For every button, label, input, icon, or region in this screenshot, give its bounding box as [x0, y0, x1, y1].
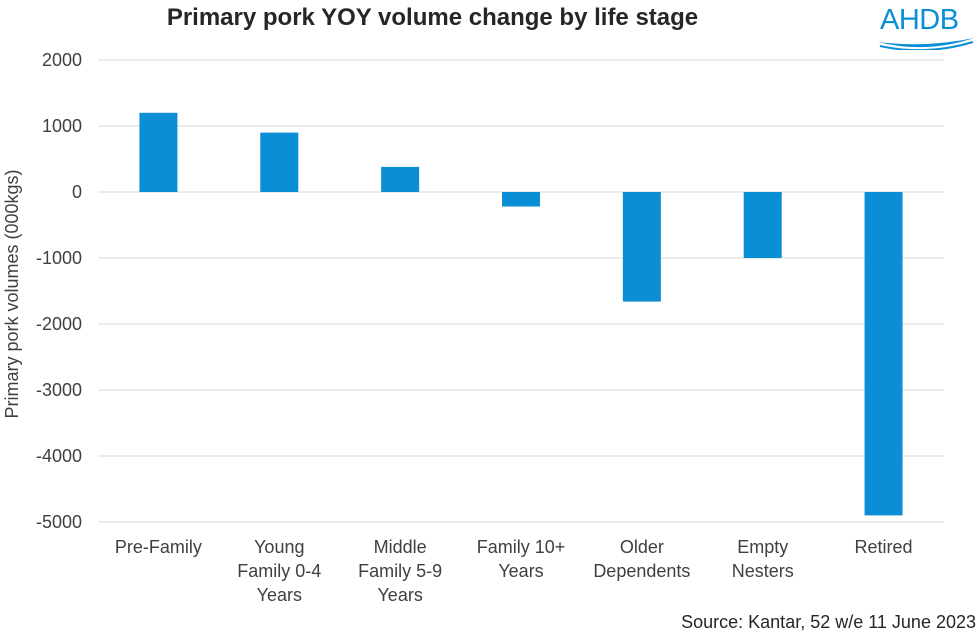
- bar: [743, 192, 782, 258]
- y-tick-label: -1000: [36, 248, 82, 268]
- y-axis-label: Primary pork volumes (000kgs): [2, 169, 22, 418]
- x-tick-label: Family 0-4: [237, 561, 321, 581]
- x-tick-label: Years: [257, 585, 302, 605]
- y-tick-label: -5000: [36, 512, 82, 532]
- bar: [622, 192, 661, 302]
- y-tick-label: 0: [72, 182, 82, 202]
- x-tick-label: Older: [620, 537, 664, 557]
- bar: [260, 132, 299, 192]
- y-tick-label: 2000: [42, 50, 82, 70]
- source-note: Source: Kantar, 52 w/e 11 June 2023: [681, 612, 976, 632]
- y-tick-label: -3000: [36, 380, 82, 400]
- logo-text: AHDB: [880, 4, 959, 36]
- x-tick-label: Years: [498, 561, 543, 581]
- y-tick-label: -4000: [36, 446, 82, 466]
- x-tick-label: Dependents: [593, 561, 690, 581]
- x-tick-label: Middle: [374, 537, 427, 557]
- x-tick-label: Pre-Family: [115, 537, 202, 557]
- bar: [864, 192, 903, 516]
- x-tick-label: Family 5-9: [358, 561, 442, 581]
- y-tick-label: 1000: [42, 116, 82, 136]
- logo-swoosh-icon: [878, 38, 974, 50]
- bar: [139, 112, 178, 192]
- bar: [502, 192, 540, 207]
- bar: [381, 166, 420, 192]
- ahdb-logo: AHDB: [876, 4, 976, 50]
- x-tick-label: Family 10+: [477, 537, 566, 557]
- y-tick-label: -2000: [36, 314, 82, 334]
- x-tick-label: Years: [377, 585, 422, 605]
- x-tick-label: Empty: [737, 537, 788, 557]
- chart-title: Primary pork YOY volume change by life s…: [166, 4, 699, 31]
- x-tick-label: Young: [254, 537, 304, 557]
- x-tick-label: Retired: [855, 537, 913, 557]
- x-tick-label: Nesters: [732, 561, 794, 581]
